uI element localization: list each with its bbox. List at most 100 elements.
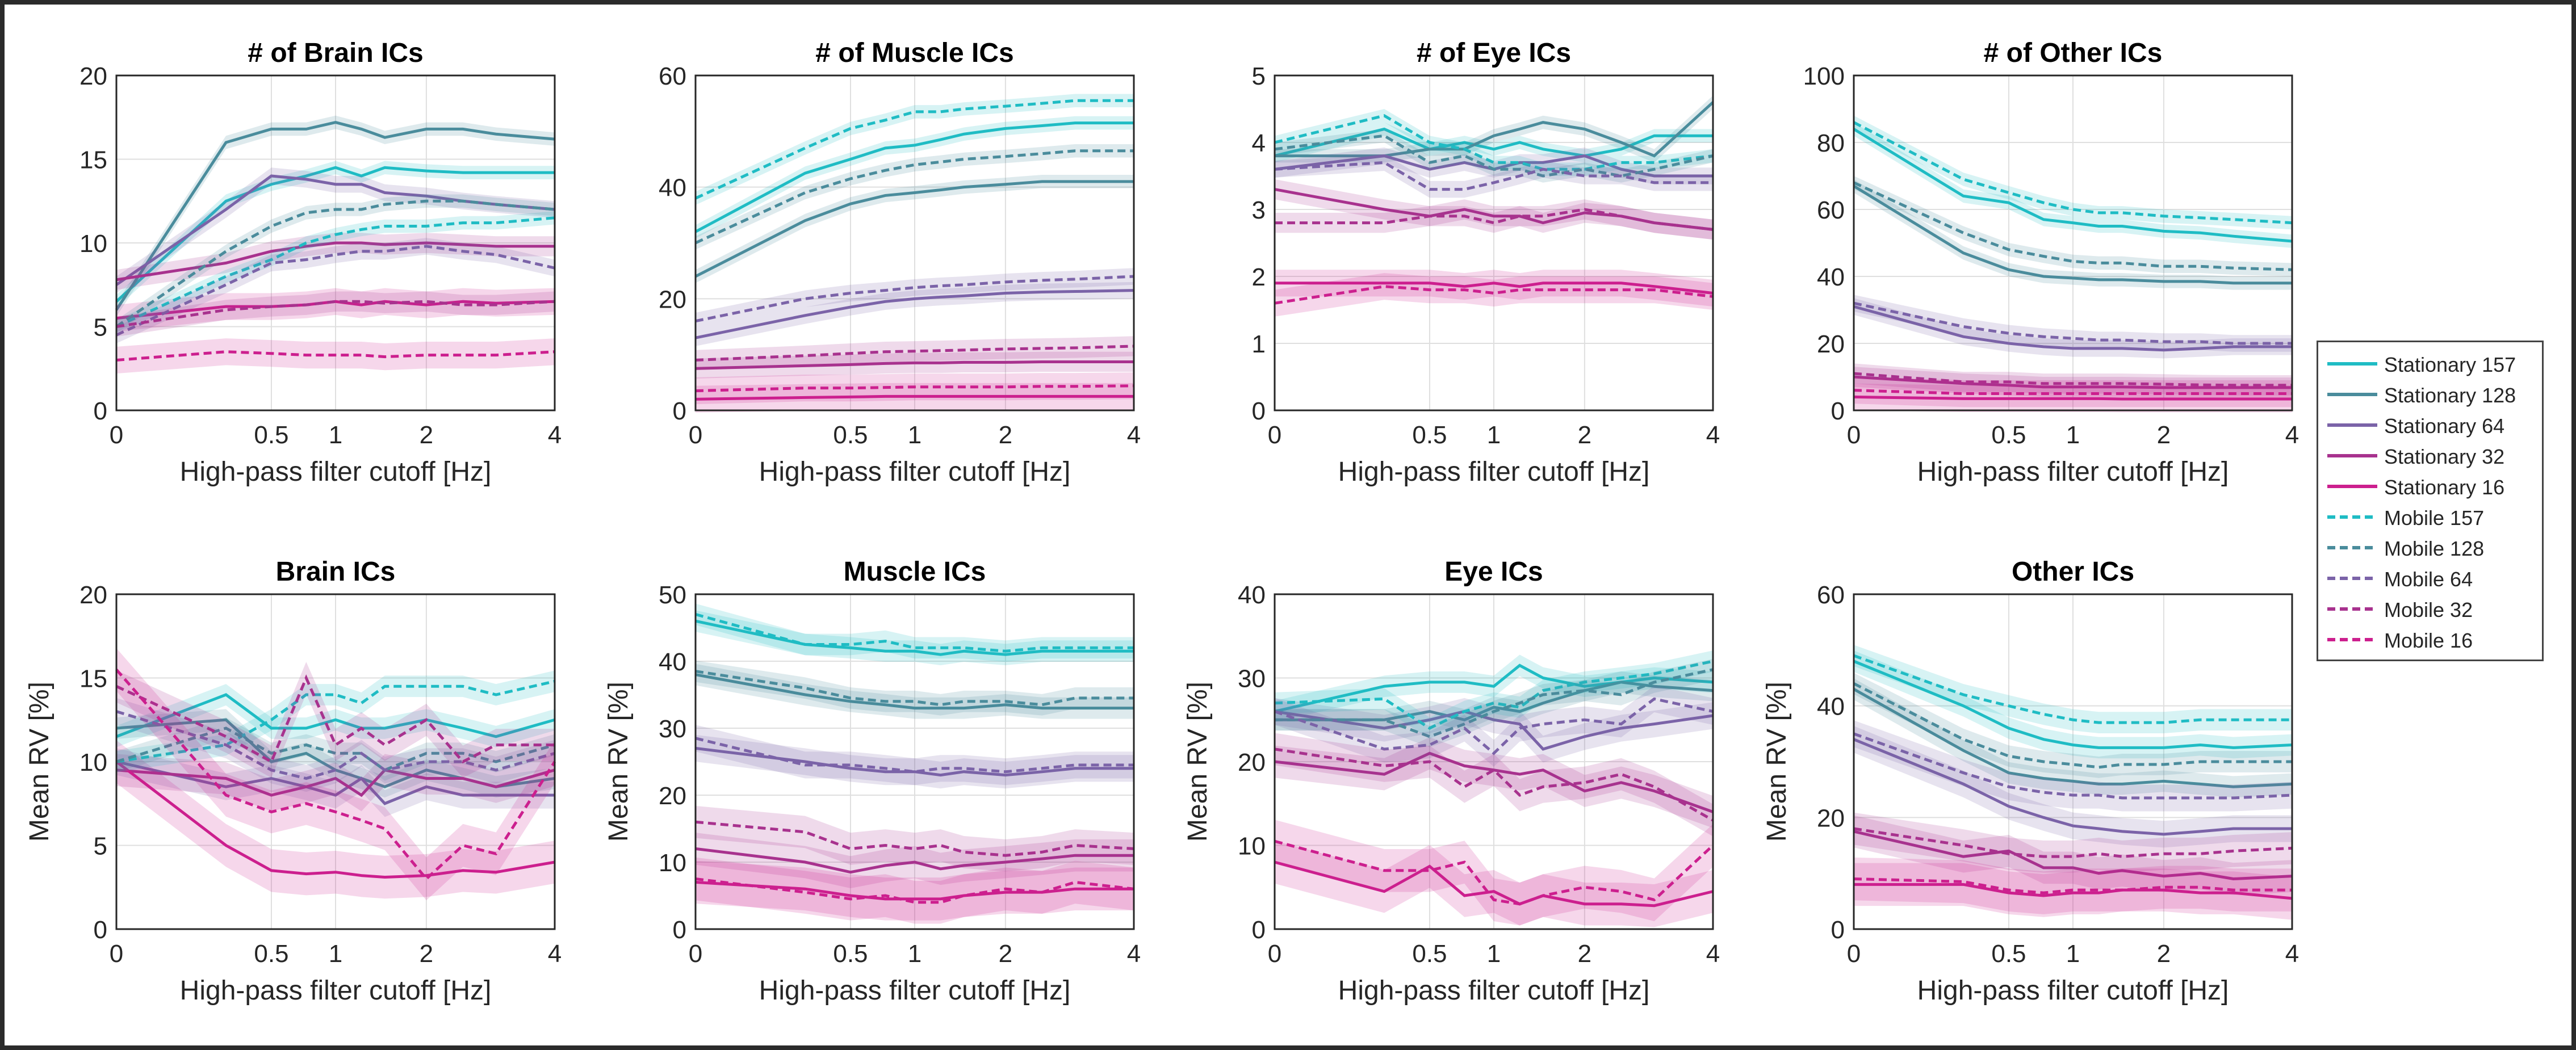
series-band [116,194,555,334]
x-axis-label: High-pass filter cutoff [Hz] [180,976,492,1006]
subplot: 0 1 2 3 4 5 0 0.5 1 2 4 # of Eye ICs High-pass filte… [1252,38,1720,487]
series-band [1854,176,2292,276]
series-line [1274,188,1714,231]
y-tick-label: 2 [1252,263,1266,291]
series-band [696,144,1134,250]
x-tick-label: 4 [1127,421,1141,449]
series-band [1275,650,1713,739]
series-line [1853,128,2293,243]
x-tick-label: 4 [1706,421,1720,449]
x-tick-label: 0 [1847,940,1861,968]
series-band [1275,733,1713,837]
x-axis-label: High-pass filter cutoff [Hz] [1338,976,1650,1006]
series-line [1274,839,1714,906]
legend-entry: Mobile 32 [2318,593,2545,624]
plot-frame [115,593,556,930]
series-band [116,684,555,747]
y-axis-label: Mean RV [%] [24,682,55,842]
legend-label: Stationary 64 [2384,414,2505,438]
y-tick-label: 100 [1803,62,1845,90]
legend-entry: Stationary 157 [2318,348,2545,379]
series-band [1275,129,1713,183]
x-tick-label: 0 [110,940,123,968]
x-tick-label: 1 [1487,421,1501,449]
series-line [115,216,555,328]
y-tick-label: 5 [94,833,107,860]
y-axis-label: Mean RV [%] [1183,682,1213,842]
plot-frame [694,593,1135,930]
y-tick-label: 40 [659,648,686,676]
series-line [115,199,555,328]
x-tick-label: 4 [548,421,562,449]
y-tick-label: 5 [94,314,107,342]
legend-label: Mobile 128 [2384,537,2485,560]
series-line [695,275,1134,323]
y-tick-label: 60 [1817,196,1845,224]
series-line [116,300,555,328]
series-line [1853,181,2293,271]
x-tick-label: 0 [1268,421,1281,449]
series-band [116,717,555,781]
x-tick-label: 2 [1578,421,1591,449]
series-band [1275,685,1713,767]
series-line [695,670,1134,707]
y-tick-label: 80 [1817,129,1845,157]
chart-title: # of Eye ICs [1417,38,1571,68]
series-line [695,394,1134,401]
x-axis-label: High-pass filter cutoff [Hz] [1917,976,2229,1006]
y-tick-label: 60 [1817,581,1845,609]
series-line [1275,208,1714,231]
y-tick-label: 40 [1238,581,1266,609]
series-line [695,847,1134,874]
series-band [1275,109,1713,176]
series-line [695,384,1134,393]
series-band [1854,295,2292,352]
series-line [1853,660,2293,749]
series-line [1853,395,2292,401]
series-band [1275,154,1713,198]
series-line [695,289,1134,339]
legend-swatch [2327,485,2377,488]
series-band [696,725,1134,786]
series-line [1853,827,2293,858]
y-tick-label: 10 [79,230,107,258]
series-band [116,233,555,290]
x-tick-label: 1 [908,421,922,449]
y-tick-label: 10 [659,849,686,877]
x-axis-label: High-pass filter cutoff [Hz] [759,976,1071,1006]
legend-swatch [2327,393,2377,396]
series-band [1854,179,2292,290]
series-line [1853,372,2292,387]
x-tick-label: 0.5 [1412,940,1447,968]
series-band [696,833,1134,889]
x-tick-label: 2 [999,940,1012,968]
plot-frame [1274,593,1714,930]
series-line [1274,127,1713,158]
legend-label: Stationary 16 [2384,476,2505,499]
series-line [116,760,555,805]
plot-frame [1853,74,2293,411]
x-axis-label: High-pass filter cutoff [Hz] [1917,457,2229,487]
x-tick-label: 0 [689,940,702,968]
legend-swatch [2327,454,2377,457]
series-line [1853,389,2292,395]
series-line [1275,681,1714,721]
series-band [1275,698,1713,763]
x-tick-label: 2 [999,421,1012,449]
y-tick-label: 0 [1831,916,1845,944]
series-band [696,860,1134,921]
legend-label: Stationary 157 [2384,353,2516,376]
series-band [696,805,1134,872]
series-line [1853,732,2293,800]
series-band [1854,726,2292,848]
x-axis-label: High-pass filter cutoff [Hz] [1338,457,1650,487]
series-band [116,238,555,343]
series-band [1275,273,1713,317]
x-tick-label: 4 [2285,940,2299,968]
y-tick-label: 1 [1252,330,1266,358]
series-line [116,768,555,797]
series-line [695,345,1134,362]
series-line [1274,697,1714,755]
subplot: 0 20 40 60 0 0.5 1 2 4 Other ICs High-pass filter … [1762,557,2299,1006]
